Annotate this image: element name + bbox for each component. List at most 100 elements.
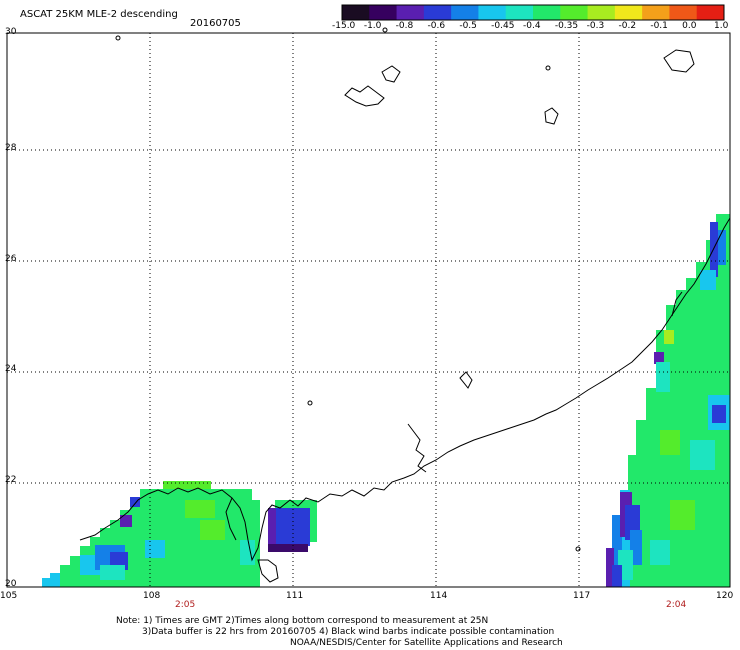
islet (382, 27, 388, 33)
coastline-segment (225, 497, 237, 541)
swath-cell (70, 556, 80, 587)
lon-label-114: 114 (430, 591, 448, 601)
colorbar-label: -0.45 (491, 21, 515, 31)
colorbar-swatch (533, 5, 561, 20)
lon-label-120: 120 (716, 591, 734, 601)
swath-cell (690, 440, 715, 470)
colorbar-label: -0.1 (650, 21, 668, 31)
swath-cell (268, 508, 276, 552)
lat-label-24: 24 (5, 364, 17, 374)
graticule (7, 33, 730, 587)
swath-cell (60, 565, 70, 587)
colorbar-label: -0.2 (618, 21, 637, 31)
colorbar-swatch (369, 5, 398, 20)
swath-cell (240, 540, 255, 565)
swath-cell (252, 500, 260, 587)
coastline-segment (257, 559, 279, 583)
colorbar-swatch (614, 5, 643, 20)
product-date: 20160705 (190, 18, 241, 29)
coastline-segment (663, 49, 695, 73)
swath-cell (710, 222, 718, 277)
swath-cell (50, 573, 60, 587)
swath-cell (636, 420, 646, 587)
coastline-segment (459, 371, 473, 389)
lon-label-117: 117 (573, 591, 591, 601)
lat-label-26: 26 (5, 254, 17, 264)
colorbar-swatch (587, 5, 616, 20)
swath-cell (120, 515, 132, 527)
swath-cell (130, 497, 140, 507)
lat-label-22: 22 (5, 475, 17, 485)
swath-cell (270, 508, 310, 546)
swath-cell (130, 500, 140, 587)
swath-cell (268, 544, 308, 552)
coastline-segment (381, 65, 401, 83)
swath-cell (606, 548, 614, 587)
colorbar-label: -0.3 (586, 21, 605, 31)
colorbar-label: -0.6 (427, 21, 446, 31)
swath-cell (712, 405, 726, 423)
swath-cell (612, 515, 622, 587)
swath-cell (163, 481, 211, 489)
lon-label-105: 105 (0, 591, 18, 601)
colorbar-swatch (642, 5, 670, 20)
swath-cell (696, 262, 706, 587)
colorbar-swatch (696, 5, 725, 20)
coastline-segment (79, 217, 731, 562)
product-title: ASCAT 25KM MLE-2 descending (20, 9, 178, 20)
wind-swath-layer (42, 214, 730, 587)
lon-label-111: 111 (286, 591, 304, 601)
lat-label-30: 30 (5, 27, 17, 37)
coastline-layer (79, 27, 731, 583)
swath-cell (200, 520, 225, 540)
colorbar-swatch (451, 5, 479, 20)
colorbar-swatch (669, 5, 698, 20)
footnote-line-3: NOAA/NESDIS/Center for Satellite Applica… (290, 638, 563, 648)
colorbar-swatch (396, 5, 425, 20)
pass-time-west: 2:05 (175, 600, 196, 610)
colorbar-swatch (423, 5, 452, 20)
coastline-segment (407, 423, 427, 473)
map-frame (6, 32, 731, 588)
islet (575, 546, 581, 552)
swath-cell (656, 362, 670, 392)
colorbar-swatch (478, 5, 507, 20)
swath-cell (100, 565, 125, 580)
swath-cell (656, 330, 666, 587)
colorbar-label: -15.0 (332, 21, 356, 31)
swath-cell (700, 270, 716, 290)
colorbar-swatch (342, 5, 370, 20)
swath-cell (160, 565, 200, 587)
colorbar-swatch (560, 5, 589, 20)
swath-cell (42, 578, 50, 587)
colorbar-label: 0.0 (682, 21, 697, 31)
colorbar-label: -1.0 (363, 21, 382, 31)
swath-cell (612, 565, 622, 587)
colorbar-label: -0.8 (395, 21, 414, 31)
swath-cell (650, 540, 670, 565)
pass-time-east: 2:04 (666, 600, 687, 610)
swath-cell (664, 330, 674, 344)
swath-cell (670, 500, 695, 530)
islet (545, 65, 551, 71)
swath-cell (676, 290, 686, 587)
swath-cell (654, 352, 664, 364)
colorbar-label: 1.0 (714, 21, 729, 31)
swath-cell (695, 490, 720, 530)
lat-label-28: 28 (5, 143, 17, 153)
colorbar (341, 4, 725, 21)
swath-cell (718, 230, 726, 265)
islet (115, 35, 121, 41)
coastline-segment (344, 85, 385, 107)
footnote-line-2: 3)Data buffer is 22 hrs from 20160705 4)… (142, 627, 555, 637)
colorbar-label: -0.5 (459, 21, 477, 31)
coastline-segment (671, 291, 683, 317)
coastline-segment (544, 107, 559, 125)
swath-cell (660, 430, 680, 455)
colorbar-swatch (505, 5, 534, 20)
swath-cell (185, 500, 215, 518)
lat-label-20: 20 (5, 579, 17, 589)
lon-label-108: 108 (143, 591, 161, 601)
footnote-line-1: Note: 1) Times are GMT 2)Times along bot… (116, 616, 489, 626)
